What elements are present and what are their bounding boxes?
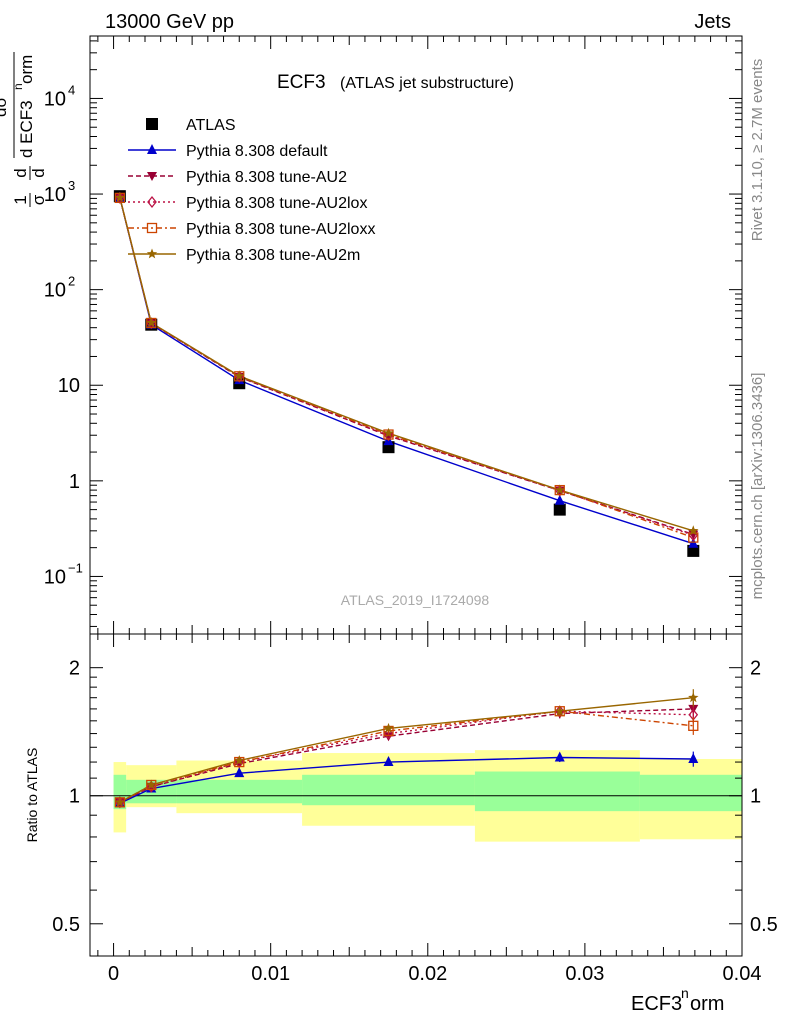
series-line	[119, 197, 694, 532]
ratio-frame	[89, 633, 743, 957]
legend-label: Pythia 8.308 tune-AU2m	[186, 247, 360, 264]
ratio-data-point	[554, 751, 565, 762]
header-right: Jets	[694, 11, 731, 33]
ylabel-den-sup: n	[11, 83, 25, 90]
y-tick-exponent: 3	[68, 178, 75, 193]
ratio-y-tick-label: 1	[69, 786, 80, 808]
legend-label: Pythia 8.308 tune-AU2	[186, 169, 347, 186]
mcplots-label: mcplots.cern.ch [arXiv:1306.3436]	[749, 373, 766, 600]
ratio-y-tick-label: 2	[69, 658, 80, 680]
x-tick-label: 0.04	[723, 963, 762, 985]
xlabel-main: ECF3	[631, 993, 682, 1015]
ratio-data-point	[688, 720, 699, 731]
y-tick-exponent: −1	[68, 560, 83, 575]
ratio-y-tick-label: 0.5	[52, 914, 80, 936]
data-point	[114, 192, 126, 203]
rivet-label: Rivet 3.1.10, ≥ 2.7M events	[749, 59, 766, 242]
ratio-data-point	[234, 755, 245, 765]
x-axis-label: ECF3 n orm	[631, 985, 724, 1015]
ratio-data-point	[146, 779, 157, 790]
ratio-data-point	[383, 722, 394, 733]
legend: ATLAS Pythia 8.308 default Pythia 8.308 tu…	[128, 117, 375, 264]
ratio-data-point	[114, 796, 126, 807]
y-tick-label: 10	[44, 88, 66, 110]
ratio-series-line	[119, 756, 694, 804]
ylabel-d: d	[11, 168, 30, 177]
chart-title: ECF3	[277, 72, 326, 93]
y-tick-exponent: 2	[68, 274, 75, 289]
y-tick-label: 10	[44, 280, 66, 302]
header-left: 13000 GeV pp	[105, 11, 234, 33]
y-tick-label: 1	[69, 471, 80, 493]
x-tick-label: 0	[108, 963, 119, 985]
x-tick-label: 0.01	[251, 963, 290, 985]
legend-label: Pythia 8.308 tune-AU2loxx	[186, 221, 375, 238]
ylabel-den-tail: orm	[17, 55, 36, 84]
ylabel-frac1: 1	[11, 195, 30, 204]
y-tick-label: 10	[44, 566, 66, 588]
ratio-y-tick-label-right: 0.5	[750, 914, 778, 936]
xlabel-tail: orm	[690, 993, 724, 1015]
series-line	[119, 197, 694, 536]
analysis-label: ATLAS_2019_I1724098	[341, 592, 490, 608]
ratio-panel: 0.5 0.5 1 1 2 2 0 0.01 0.02 0.03 0.04 Ratio to ATL…	[24, 633, 778, 1015]
ylabel-d-den: d	[29, 168, 48, 177]
legend-label: ATLAS	[186, 117, 236, 134]
ylabel-den-main: d ECF3	[17, 100, 36, 158]
chart-subtitle: (ATLAS jet substructure)	[340, 75, 514, 92]
data-point	[234, 370, 245, 381]
ratio-series-line	[119, 708, 694, 803]
y-tick-label: 10	[44, 184, 66, 206]
ratio-y-tick-label-right: 2	[750, 658, 761, 680]
x-tick-label: 0.03	[565, 963, 604, 985]
legend-marker	[146, 248, 158, 259]
ylabel-dsigma: dσ	[0, 97, 10, 117]
uncertainty-band-stat	[474, 771, 640, 812]
uncertainty-band-stat	[176, 779, 303, 804]
ratio-data-point	[688, 692, 699, 703]
legend-marker	[146, 222, 158, 234]
data-point	[146, 317, 157, 328]
legend-label: Pythia 8.308 tune-AU2lox	[186, 195, 367, 212]
data-point	[383, 429, 394, 442]
uncertainty-band-stat	[639, 774, 742, 812]
main-y-label: 1 σ d d dσ d ECF3 n orm	[0, 52, 48, 207]
data-point	[554, 494, 565, 505]
ratio-data-point	[383, 756, 394, 767]
legend-marker	[146, 118, 158, 130]
main-panel: ECF3 (ATLAS jet substructure) ATLAS_2019…	[0, 35, 743, 635]
xlabel-sup: n	[681, 985, 689, 1001]
legend-marker	[147, 144, 157, 154]
legend-marker	[147, 195, 157, 209]
ratio-data-point	[554, 705, 565, 716]
data-point	[554, 484, 565, 495]
ratio-series-line	[119, 697, 694, 803]
x-tick-label: 0.02	[408, 963, 447, 985]
data-point	[553, 503, 566, 516]
ratio-data-point	[234, 759, 245, 769]
y-tick-label: 10	[58, 375, 80, 397]
data-point	[383, 427, 394, 438]
data-point	[688, 525, 699, 536]
legend-marker	[147, 172, 157, 181]
legend-label: Pythia 8.308 default	[186, 143, 328, 160]
ratio-y-label: Ratio to ATLAS	[24, 748, 40, 843]
data-point	[687, 544, 700, 557]
y-tick-exponent: 4	[68, 82, 75, 97]
ratio-data-point	[234, 767, 245, 778]
ratio-y-tick-label-right: 1	[750, 786, 761, 808]
ylabel-frac1-den: σ	[29, 194, 48, 205]
uncertainty-band-stat	[302, 774, 475, 806]
ratio-data-point	[688, 752, 699, 763]
